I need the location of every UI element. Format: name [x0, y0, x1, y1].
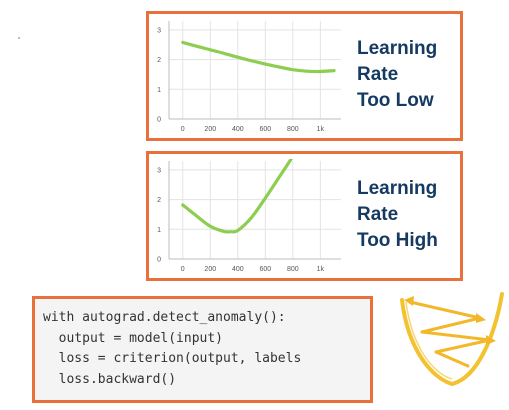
x-tick-label: 0	[181, 126, 185, 133]
decorative-dot	[18, 37, 20, 39]
y-tick-label: 2	[157, 57, 161, 64]
x-tick-label: 600	[259, 266, 271, 273]
loss-curve-shape	[400, 292, 504, 387]
x-tick-label: 1k	[317, 266, 325, 273]
x-tick-label: 800	[287, 126, 299, 133]
caption-line: Too High	[357, 230, 438, 251]
y-tick-label: 2	[157, 197, 161, 204]
y-tick-label: 3	[157, 167, 161, 174]
arrow-segment	[408, 300, 482, 320]
loss-descent-icon	[400, 292, 504, 387]
learning-rate-too-low-panel: 0 200 400 600 800 1k 0 1 2 3 Learning Rate Too Lo…	[146, 11, 463, 141]
caption-too-low: Learning Rate Too Low	[357, 36, 437, 114]
arrow-head	[404, 296, 414, 306]
code-snippet: with autograd.detect_anomaly(): output =…	[32, 296, 373, 403]
caption-line: Learning	[357, 38, 438, 59]
loss-chart-too-low: 0 200 400 600 800 1k 0 1 2 3	[157, 21, 341, 133]
arrow-segment	[434, 338, 492, 354]
code-line: loss = criterion(output, labels	[43, 351, 302, 366]
arrow-head	[486, 335, 496, 345]
y-tick-label: 1	[157, 227, 161, 234]
x-tick-label: 0	[181, 266, 185, 273]
x-tick-label: 400	[232, 126, 244, 133]
series-line-loss	[181, 40, 336, 74]
learning-rate-too-high-panel: 0 200 400 600 800 1k 0 1 2 3 Learning Rate Too Hi…	[146, 151, 463, 281]
y-tick-label: 3	[157, 27, 161, 34]
y-tick-label: 0	[157, 117, 161, 124]
caption-line: Rate	[357, 204, 399, 225]
x-tick-label: 800	[287, 266, 299, 273]
caption-too-high: Learning Rate Too High	[357, 176, 438, 254]
y-tick-label: 1	[157, 87, 161, 94]
code-line: with autograd.detect_anomaly():	[43, 310, 286, 325]
x-tick-label: 200	[204, 126, 216, 133]
code-line: output = model(input)	[43, 330, 224, 346]
arrow-segment	[420, 330, 492, 342]
loss-curve-highlight	[405, 301, 453, 380]
arrow-segment	[434, 350, 470, 368]
x-tick-label: 600	[259, 126, 271, 133]
arrow-head	[476, 313, 486, 323]
y-tick-label: 0	[157, 257, 161, 264]
series-line-loss	[181, 159, 294, 234]
arrow-segment	[420, 316, 482, 334]
loss-chart-too-high: 0 200 400 600 800 1k 0 1 2 3	[157, 159, 341, 273]
caption-line: Too Low	[357, 90, 434, 111]
caption-line: Learning	[357, 178, 438, 199]
bouncing-arrows	[408, 300, 492, 368]
caption-line: Rate	[357, 64, 399, 85]
x-tick-label: 200	[204, 266, 216, 273]
code-line: loss.backward()	[43, 371, 177, 387]
x-tick-label: 400	[232, 266, 244, 273]
x-tick-label: 1k	[317, 126, 325, 133]
arrow-heads	[404, 296, 496, 345]
